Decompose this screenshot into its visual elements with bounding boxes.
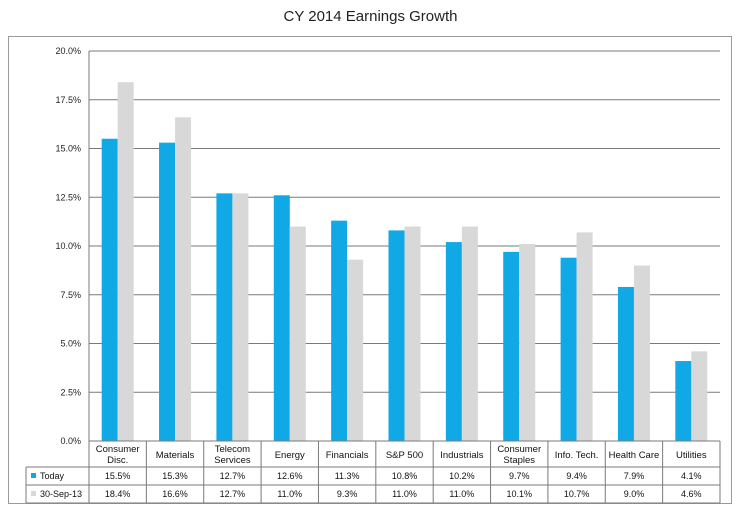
table-cell: 10.1% [506,489,532,499]
category-label: Health Care [609,450,660,461]
legend-label: 30-Sep-13 [40,489,82,499]
category-label: Utilities [676,450,707,461]
table-cell: 12.7% [220,471,246,481]
bar-sep13 [404,226,421,441]
bar-sep13 [633,265,650,441]
legend-label: Today [40,471,65,481]
category-label: Consumer [96,444,140,455]
y-tick-label: 10.0% [55,241,81,251]
category-label: Materials [156,450,195,461]
y-tick-label: 15.0% [55,144,81,154]
table-cell: 11.3% [335,471,360,481]
bar-sep13 [519,244,536,441]
table-cell: 12.7% [220,489,246,499]
table-cell: 11.0% [392,489,417,499]
table-cell: 11.0% [277,489,302,499]
y-tick-label: 2.5% [60,387,81,397]
table-cell: 9.3% [337,489,358,499]
table-cell: 4.1% [681,471,702,481]
table-cell: 9.4% [566,471,587,481]
y-tick-label: 17.5% [55,95,81,105]
table-cell: 10.2% [449,471,475,481]
table-cell: 9.0% [624,489,645,499]
table-cell: 12.6% [277,471,303,481]
table-cell: 7.9% [624,471,645,481]
table-cell: 10.7% [564,489,590,499]
category-label: Disc. [107,455,128,466]
table-cell: 9.7% [509,471,530,481]
legend-swatch [31,491,36,496]
y-tick-label: 12.5% [55,192,81,202]
bar-today [388,230,405,441]
y-tick-label: 20.0% [55,46,81,56]
bar-sep13 [175,117,192,442]
bar-today [503,251,520,441]
bar-sep13 [289,226,306,441]
table-cell: 15.5% [105,471,131,481]
y-tick-label: 0.0% [60,436,81,446]
bar-sep13 [576,232,593,441]
bar-today [617,286,634,441]
category-label: Staples [503,455,535,466]
table-cell: 15.3% [162,471,188,481]
y-tick-label: 5.0% [60,339,81,349]
bar-today [273,195,290,441]
bar-today [216,193,233,441]
bar-today [101,138,118,441]
chart-title: CY 2014 Earnings Growth [283,8,458,25]
table-cell: 18.4% [105,489,131,499]
category-label: S&P 500 [386,450,423,461]
bar-sep13 [691,351,708,441]
category-label: Industrials [440,450,484,461]
bar-sep13 [232,193,249,441]
legend-swatch [31,473,36,478]
bar-sep13 [347,259,364,441]
bar-sep13 [461,226,478,441]
category-label: Telecom [215,444,250,455]
bar-today [560,257,577,441]
category-label: Consumer [497,444,541,455]
table-cell: 4.6% [681,489,702,499]
bar-today [675,361,692,441]
table-cell: 11.0% [449,489,474,499]
y-tick-label: 7.5% [60,290,81,300]
category-label: Services [214,455,251,466]
table-cell: 16.6% [162,489,188,499]
bar-today [159,142,176,441]
bar-today [445,242,462,441]
bar-today [331,220,348,441]
table-cell: 10.8% [392,471,418,481]
bar-sep13 [117,82,134,441]
category-label: Info. Tech. [555,450,599,461]
category-label: Financials [326,450,369,461]
category-label: Energy [275,450,305,461]
